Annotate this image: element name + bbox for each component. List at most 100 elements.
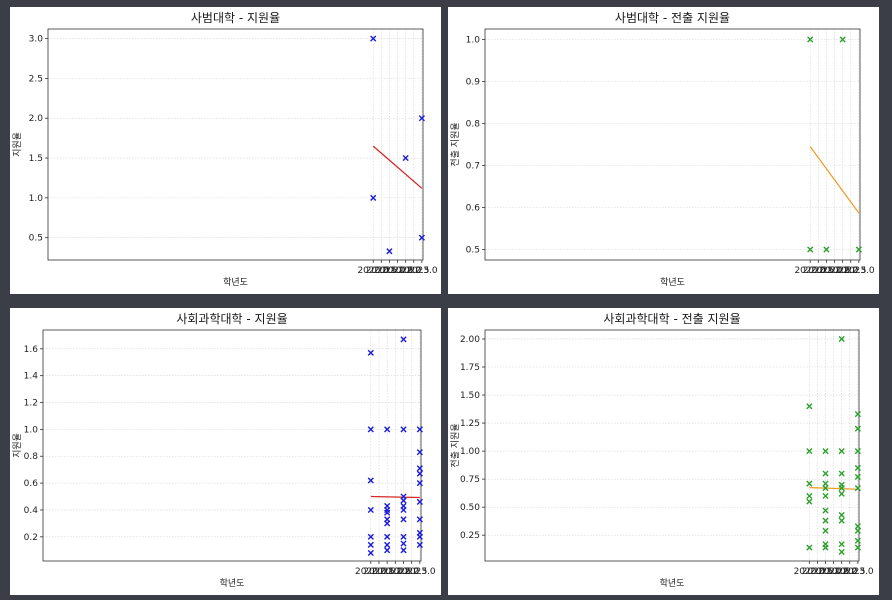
trend-line [809, 146, 860, 214]
marker-stroke [807, 36, 814, 43]
y-tick-label: 0.8 [466, 120, 481, 130]
marker-stroke [384, 509, 391, 516]
data-point [822, 507, 829, 514]
data-point [384, 509, 391, 516]
marker-stroke [855, 246, 862, 253]
y-tick-label: 0.5 [29, 234, 43, 244]
marker-stroke [400, 547, 407, 554]
data-point [806, 480, 813, 487]
marker-stroke [384, 520, 391, 527]
marker-stroke [822, 544, 829, 551]
data-point [416, 465, 423, 472]
x-tick-label: 2021.5 [382, 266, 414, 276]
data-point [855, 246, 862, 253]
data-point [400, 497, 407, 504]
y-tick-label: 1.2 [24, 399, 38, 409]
marker-stroke [418, 234, 425, 241]
marker-stroke [838, 541, 845, 548]
y-tick-label: 0.5 [466, 246, 480, 256]
data-point [384, 533, 391, 540]
y-tick-label: 1.0 [29, 194, 44, 204]
plot-area [42, 329, 422, 562]
data-point [400, 533, 407, 540]
y-tick-label: 0.6 [466, 204, 481, 214]
y-tick-label: 1.6 [24, 345, 39, 355]
data-point [367, 506, 374, 514]
data-point [822, 492, 829, 500]
trend-line [372, 145, 423, 189]
chart-svg: 2020.02020.52021.02021.52022.02022.52023… [450, 312, 874, 589]
data-point [806, 492, 813, 500]
marker-stroke [384, 547, 391, 554]
marker-stroke [400, 506, 407, 514]
x-tick-label: 2020.0 [357, 266, 389, 276]
marker-stroke [367, 549, 374, 557]
data-point [400, 540, 407, 547]
x-tick-label: 2021.0 [810, 567, 842, 577]
marker-stroke [416, 480, 423, 487]
marker-stroke [838, 485, 845, 492]
marker-stroke [370, 35, 377, 42]
marker-stroke [854, 523, 861, 530]
trend-line [370, 495, 420, 499]
data-point [367, 533, 374, 540]
marker-stroke [854, 544, 861, 551]
x-tick-label: 2022.0 [827, 266, 859, 276]
x-tick-label: 2021.5 [818, 567, 850, 577]
y-tick-label: 1.0 [24, 425, 39, 435]
data-point [400, 336, 407, 343]
marker-stroke [367, 533, 374, 540]
y-tick-label: 0.7 [466, 162, 480, 172]
marker-stroke [822, 448, 829, 455]
marker-stroke [416, 426, 423, 433]
x-tick-label: 2021.5 [819, 266, 851, 276]
data-point [822, 544, 829, 551]
marker-stroke [854, 537, 861, 544]
y-tick-label: 1.50 [460, 391, 480, 401]
chart-panel-education-rate: 2020.0 2020.5 2021.0 2021.5 2022.0 2022.5 2023… [10, 7, 441, 294]
x-tick-label: 2020.5 [803, 266, 835, 276]
y-axis-label: 전출 지원율 [450, 122, 461, 166]
x-tick-label: 2020.5 [802, 567, 834, 577]
data-point [416, 426, 423, 433]
plot-area [484, 28, 861, 261]
marker-stroke [838, 517, 845, 524]
data-point [854, 485, 861, 492]
marker-stroke [822, 492, 829, 500]
marker-stroke [823, 246, 830, 253]
data-point [807, 246, 814, 253]
y-tick-label: 0.25 [460, 531, 480, 541]
chart-title: 사회과학대학 - 전출 지원율 [603, 312, 740, 326]
y-tick-label: 1.25 [460, 419, 480, 429]
y-tick-label: 2.00 [460, 335, 480, 345]
data-point [416, 470, 423, 477]
data-point [400, 547, 407, 554]
x-axis-label: 학년도 [223, 277, 248, 288]
data-point [839, 36, 846, 43]
plot-area [484, 329, 860, 562]
data-point [854, 411, 861, 418]
data-point [400, 506, 407, 514]
x-tick-label: 2022.0 [826, 567, 858, 577]
data-point [806, 403, 813, 410]
data-point [416, 516, 423, 523]
x-tick-label: 2023.0 [843, 266, 875, 276]
marker-stroke [854, 425, 861, 432]
y-tick-label: 0.75 [460, 475, 480, 485]
marker-stroke [822, 507, 829, 514]
data-point [384, 520, 391, 527]
data-point [806, 498, 813, 505]
data-point [384, 426, 391, 433]
plot-area [47, 28, 424, 261]
data-point [402, 154, 409, 162]
data-point [854, 527, 861, 534]
marker-stroke [402, 154, 409, 162]
marker-stroke [416, 533, 423, 540]
marker-stroke [400, 533, 407, 540]
chart-title: 사범대학 - 지원율 [191, 11, 280, 25]
data-point [838, 490, 845, 497]
trend-line [809, 486, 858, 490]
marker-stroke [416, 465, 423, 472]
x-tick-label: 2022.0 [388, 567, 420, 577]
data-point [384, 547, 391, 554]
